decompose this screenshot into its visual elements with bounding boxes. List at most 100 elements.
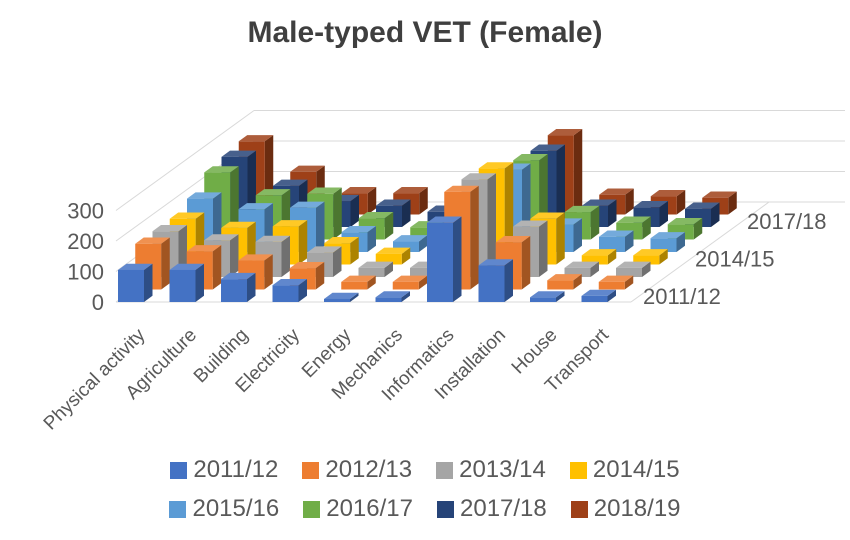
bar-top-face (187, 192, 222, 199)
bar-top-face (495, 236, 531, 243)
bar-front-face (392, 281, 419, 290)
bar-2015/16-Transport (650, 232, 685, 252)
bar-top-face (599, 188, 634, 195)
bar-top-face (581, 249, 617, 256)
bar-2011/12-Electricity (272, 279, 307, 302)
series-2011/12 (118, 216, 616, 302)
bar-side-face (539, 220, 548, 277)
bar-side-face (333, 187, 342, 240)
bar-side-face (333, 246, 342, 277)
bar-2011/12-Building (221, 272, 256, 302)
bar-front-face (650, 238, 677, 252)
bar-2012/13-Energy (341, 275, 376, 290)
bar-side-face (367, 275, 376, 290)
bar-front-face (581, 255, 608, 265)
legend-swatch (170, 461, 188, 479)
bar-2011/12-Informatics (427, 216, 462, 302)
bar-top-face (685, 202, 720, 209)
legend-swatch (436, 461, 454, 479)
bar-side-face (590, 205, 600, 240)
bar-2011/12-Transport (581, 289, 616, 302)
legend-swatch (570, 500, 588, 518)
bar-2012/13-Transport (598, 275, 634, 290)
bar-top-face (650, 232, 685, 239)
bar-side-face (556, 212, 565, 265)
bar-top-face (135, 237, 170, 244)
bar-side-face (298, 220, 308, 265)
bar-top-face (255, 235, 290, 242)
bar-front-face (599, 236, 625, 252)
bar-top-face (255, 189, 291, 196)
bar-side-face (316, 201, 325, 252)
bar-top-face (358, 211, 394, 219)
bar-2011/12-Energy (324, 292, 359, 302)
bar-top-face (461, 173, 496, 180)
bar-front-face (616, 267, 642, 277)
bar-2015/16-Energy (393, 235, 428, 252)
bar-2012/13-Mechanics (392, 275, 428, 290)
bar-top-face (204, 166, 239, 173)
bar-top-face (599, 230, 634, 237)
legend-label: 2018/19 (593, 495, 681, 522)
bar-top-face (581, 289, 616, 296)
depth-label: 2017/18 (747, 209, 827, 234)
bar-side-face (711, 202, 720, 227)
bar-side-face (367, 186, 377, 215)
legend-label: 2012/13 (325, 456, 413, 483)
bar-top-face (375, 247, 411, 254)
bar-top-face (564, 261, 599, 268)
bar-side-face (418, 275, 428, 290)
bar-side-face (624, 275, 634, 290)
legend-item-2017/18: 2017/18 (437, 497, 547, 521)
bar-front-face (375, 253, 402, 265)
legend-label: 2015/16 (192, 495, 280, 522)
bar-top-face (169, 212, 205, 219)
bar-2013/14-House (564, 261, 599, 277)
bar-side-face (419, 186, 428, 215)
bars (118, 129, 737, 302)
bar-side-face (367, 225, 376, 252)
bar-side-face (230, 166, 239, 240)
bar-top-face (564, 205, 600, 213)
bar-top-face (289, 261, 325, 269)
bar-2011/12-Agriculture (169, 263, 204, 302)
y-tick-label: 0 (92, 290, 104, 315)
legend-swatch (437, 500, 454, 518)
legend-item-2016/17: 2016/17 (303, 497, 413, 521)
depth-label: 2011/12 (643, 284, 721, 309)
bar-2014/15-Energy (375, 247, 411, 265)
bar-side-face (161, 237, 170, 290)
bar-top-face (478, 162, 514, 169)
bar-top-face (393, 235, 428, 242)
legend-row-2: 2015/16 2016/17 2017/18 2018/19 (20, 497, 830, 521)
bar-side-face (401, 247, 411, 265)
bar-top-face (547, 129, 583, 136)
floor-right-edge (630, 201, 770, 303)
bar-side-face (607, 289, 616, 302)
bar-top-face (341, 275, 376, 282)
bar-side-face (350, 194, 359, 227)
bar-2014/15-House (581, 249, 617, 265)
bar-2013/14-Energy (358, 261, 393, 277)
bar-top-face (667, 218, 703, 225)
bar-side-face (521, 236, 531, 290)
bar-side-face (659, 249, 668, 265)
bar-top-face (307, 246, 342, 253)
bar-side-face (504, 259, 513, 302)
bar-side-face (676, 232, 685, 252)
bar-top-face (290, 165, 325, 172)
bar-top-face (238, 254, 273, 261)
chart-title: Male-typed VET (Female) (247, 16, 603, 49)
bar-top-face (393, 186, 428, 194)
bar-side-face (573, 218, 582, 252)
bar-front-face (221, 279, 247, 302)
wall-gridline (115, 110, 255, 211)
bar-top-face (427, 216, 462, 223)
bar-side-face (247, 221, 256, 265)
legend-swatch (302, 461, 320, 479)
bar-top-face (221, 150, 256, 157)
bar-side-face (676, 190, 686, 215)
bar-top-face (272, 279, 307, 286)
bar-side-face (230, 234, 239, 277)
bar-top-face (273, 179, 308, 186)
